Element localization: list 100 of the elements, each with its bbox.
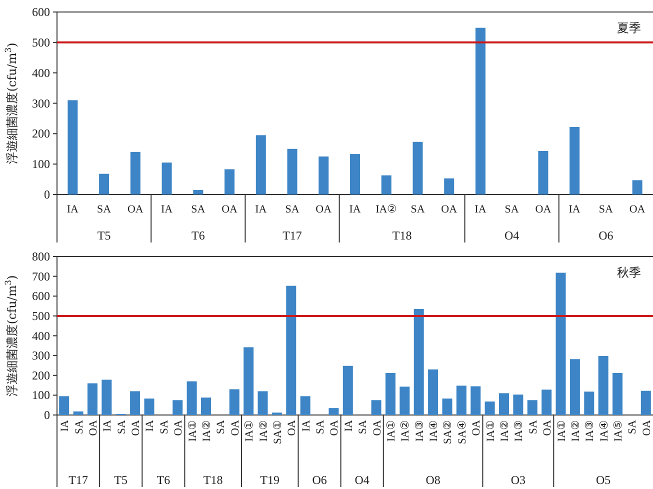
x-tick-label: IA③ bbox=[414, 420, 426, 442]
x-tick-label: SA① bbox=[272, 420, 284, 444]
x-tick-label: SA bbox=[116, 420, 128, 434]
x-tick-label: SA bbox=[598, 204, 614, 216]
text: T18 bbox=[203, 473, 223, 487]
bar bbox=[556, 272, 566, 415]
bar bbox=[598, 356, 608, 415]
text: T5 bbox=[97, 228, 111, 242]
x-tick-label: IA② bbox=[258, 420, 270, 442]
x-tick-label: OA bbox=[629, 204, 646, 216]
bar bbox=[172, 400, 183, 415]
y-tick-label: 400 bbox=[32, 328, 50, 343]
text: T19 bbox=[260, 473, 280, 487]
text: T6 bbox=[156, 473, 170, 487]
bar bbox=[499, 393, 509, 415]
bar bbox=[229, 389, 240, 415]
x-tick-label: OA bbox=[470, 420, 483, 436]
y-tick-label: 200 bbox=[32, 368, 50, 382]
x-tick-label: IA bbox=[342, 420, 355, 432]
text: T18 bbox=[392, 228, 412, 242]
bar bbox=[59, 396, 70, 415]
x-tick-label: IA bbox=[66, 204, 79, 216]
x-tick-label: OA bbox=[286, 420, 298, 436]
y-tick-label: 100 bbox=[32, 388, 50, 402]
text: O6 bbox=[598, 228, 614, 242]
x-tick-label: IA bbox=[300, 420, 312, 432]
text: T6 bbox=[191, 228, 205, 242]
text: T17 bbox=[282, 228, 302, 242]
y-tick-label: 800 bbox=[32, 250, 50, 264]
text: O4 bbox=[354, 473, 370, 487]
x-tick-label: OA bbox=[542, 420, 554, 436]
y-tick-label: 100 bbox=[32, 157, 50, 172]
bar bbox=[612, 372, 623, 415]
x-tick-label: IA① bbox=[385, 420, 398, 442]
bar bbox=[318, 156, 329, 194]
x-tick-label: IA① bbox=[244, 420, 256, 442]
x-tick-label: IA① bbox=[556, 420, 568, 442]
y-tick-label: 500 bbox=[32, 35, 50, 50]
bar bbox=[470, 386, 481, 415]
bar bbox=[201, 398, 211, 415]
text: O8 bbox=[426, 473, 440, 487]
bar bbox=[256, 135, 266, 194]
x-tick-label: IA③ bbox=[584, 420, 596, 442]
x-tick-label: IA⑤ bbox=[612, 420, 625, 442]
x-tick-label: OA bbox=[441, 204, 458, 216]
bar bbox=[414, 309, 424, 415]
x-tick-label: IA bbox=[255, 204, 267, 216]
y-tick-label: 300 bbox=[32, 96, 50, 110]
bar bbox=[456, 386, 466, 415]
bar bbox=[328, 408, 339, 415]
bar bbox=[144, 398, 154, 415]
x-tick-label: OA bbox=[130, 420, 142, 436]
x-tick-label: IA① bbox=[484, 420, 497, 442]
annotation: 夏季 bbox=[617, 21, 641, 35]
x-tick-label: SA bbox=[626, 420, 639, 434]
bar bbox=[385, 372, 396, 415]
x-tick-label: SA bbox=[158, 420, 170, 434]
bar bbox=[570, 359, 580, 415]
x-tick-label: IA bbox=[102, 420, 114, 432]
annotation: 秋季 bbox=[617, 266, 641, 280]
x-tick-label: IA bbox=[474, 204, 486, 216]
x-tick-label: SA bbox=[314, 420, 327, 434]
y-tick-label: 600 bbox=[32, 289, 50, 304]
y-tick-label: 500 bbox=[32, 308, 50, 323]
bar bbox=[475, 28, 486, 194]
y-tick-label: 200 bbox=[32, 126, 50, 141]
x-tick-label: IA bbox=[568, 204, 580, 216]
x-tick-label: SA bbox=[97, 204, 112, 216]
text: T17 bbox=[68, 473, 88, 487]
x-tick-label: SA④ bbox=[456, 420, 468, 444]
x-tick-label: OA bbox=[87, 420, 100, 436]
x-tick-label: OA bbox=[640, 420, 653, 436]
x-tick-label: IA② bbox=[400, 420, 412, 442]
x-tick-label: OA bbox=[316, 204, 332, 216]
x-tick-label: IA bbox=[160, 204, 173, 216]
x-tick-label: SA bbox=[527, 420, 540, 434]
bar bbox=[350, 154, 360, 194]
bar bbox=[286, 286, 296, 415]
bar bbox=[300, 396, 310, 415]
x-tick-label: IA② bbox=[570, 420, 582, 442]
x-tick-label: OA bbox=[328, 420, 341, 436]
x-tick-label: IA④ bbox=[598, 420, 610, 442]
x-tick-label: SA bbox=[285, 204, 300, 216]
y-tick-label: 0 bbox=[44, 188, 50, 202]
bar bbox=[640, 390, 651, 415]
bar bbox=[130, 152, 140, 194]
x-tick-label: IA bbox=[144, 420, 156, 432]
bar bbox=[73, 411, 84, 415]
y-tick-label: 0 bbox=[44, 408, 50, 422]
y-tick-label: 700 bbox=[32, 269, 50, 284]
text: O4 bbox=[504, 228, 520, 242]
bar bbox=[381, 175, 392, 194]
bar bbox=[186, 381, 197, 415]
x-tick-label: IA② bbox=[376, 204, 398, 216]
bar bbox=[342, 366, 353, 415]
x-tick-label: IA① bbox=[186, 420, 199, 442]
x-tick-label: SA bbox=[357, 420, 370, 434]
bar bbox=[513, 394, 524, 415]
x-tick-label: IA② bbox=[499, 420, 511, 442]
bar bbox=[258, 391, 268, 415]
